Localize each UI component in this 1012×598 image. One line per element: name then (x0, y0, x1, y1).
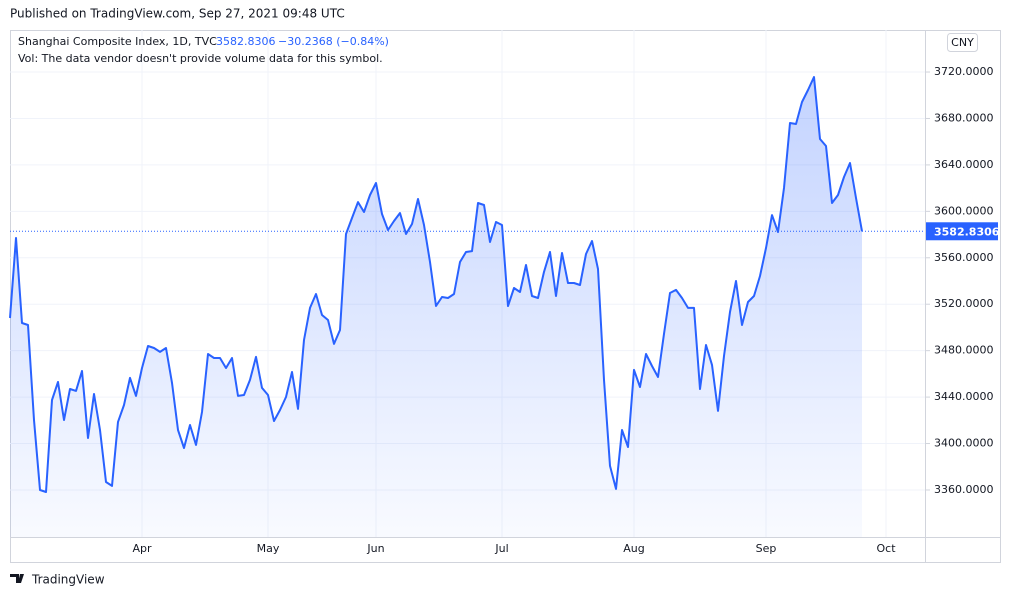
chart-title: Shanghai Composite Index, 1D, TVC (18, 35, 217, 48)
y-tick-label: 3560.0000 (934, 251, 994, 264)
y-tick-label: 3680.0000 (934, 111, 994, 124)
y-tick-label: 3520.0000 (934, 297, 994, 310)
y-tick-label: 3440.0000 (934, 390, 994, 403)
last-price-label: 3582.8306 (934, 225, 1000, 238)
y-tick-label: 3600.0000 (934, 204, 994, 217)
x-tick-label: Jul (494, 542, 508, 555)
y-tick-label: 3480.0000 (934, 344, 994, 357)
currency-label[interactable]: CNY (951, 36, 974, 49)
y-tick-label: 3720.0000 (934, 65, 994, 78)
area-fill (10, 77, 862, 537)
price-line (9, 76, 863, 493)
x-tick-label: Apr (132, 542, 152, 555)
chart-frame (10, 30, 1001, 563)
x-tick-label: Sep (756, 542, 777, 555)
x-tick-label: Jun (366, 542, 384, 555)
header-price: 3582.8306 (216, 35, 276, 48)
volume-note: Vol: The data vendor doesn't provide vol… (18, 52, 383, 65)
published-note: Published on TradingView.com, Sep 27, 20… (10, 7, 345, 21)
header-change: −30.2368 (−0.84%) (278, 35, 389, 48)
y-tick-label: 3360.0000 (934, 483, 994, 496)
x-tick-label: May (257, 542, 280, 555)
brand-name: TradingView (31, 573, 105, 587)
currency-button[interactable] (947, 33, 978, 52)
last-price-tag (926, 222, 998, 241)
y-tick-label: 3400.0000 (934, 437, 994, 450)
x-tick-label: Aug (623, 542, 644, 555)
tradingview-logo (10, 574, 24, 583)
y-tick-label: 3640.0000 (934, 158, 994, 171)
x-tick-label: Oct (876, 542, 896, 555)
